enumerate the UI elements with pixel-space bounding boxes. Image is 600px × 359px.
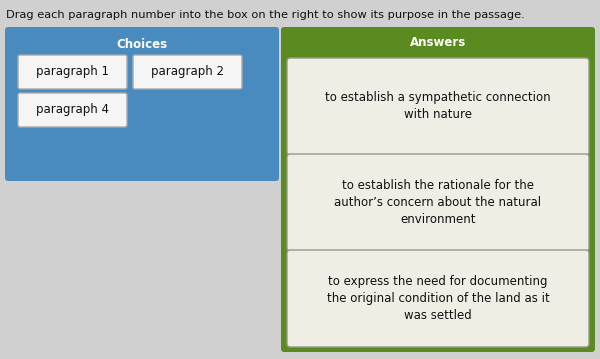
Text: paragraph 2: paragraph 2	[151, 65, 224, 79]
Text: paragraph 1: paragraph 1	[36, 65, 109, 79]
Text: Answers: Answers	[410, 37, 466, 50]
FancyBboxPatch shape	[281, 27, 595, 352]
FancyBboxPatch shape	[5, 27, 279, 181]
Text: to establish the rationale for the
author’s concern about the natural
environmen: to establish the rationale for the autho…	[334, 179, 542, 226]
FancyBboxPatch shape	[133, 55, 242, 89]
Text: Choices: Choices	[116, 37, 167, 51]
Text: Drag each paragraph number into the box on the right to show its purpose in the : Drag each paragraph number into the box …	[6, 10, 525, 20]
Text: to establish a sympathetic connection
with nature: to establish a sympathetic connection wi…	[325, 92, 551, 121]
FancyBboxPatch shape	[287, 250, 589, 347]
FancyBboxPatch shape	[18, 93, 127, 127]
FancyBboxPatch shape	[287, 154, 589, 251]
Text: to express the need for documenting
the original condition of the land as it
was: to express the need for documenting the …	[326, 275, 550, 322]
Text: paragraph 4: paragraph 4	[36, 103, 109, 117]
FancyBboxPatch shape	[18, 55, 127, 89]
FancyBboxPatch shape	[287, 58, 589, 155]
